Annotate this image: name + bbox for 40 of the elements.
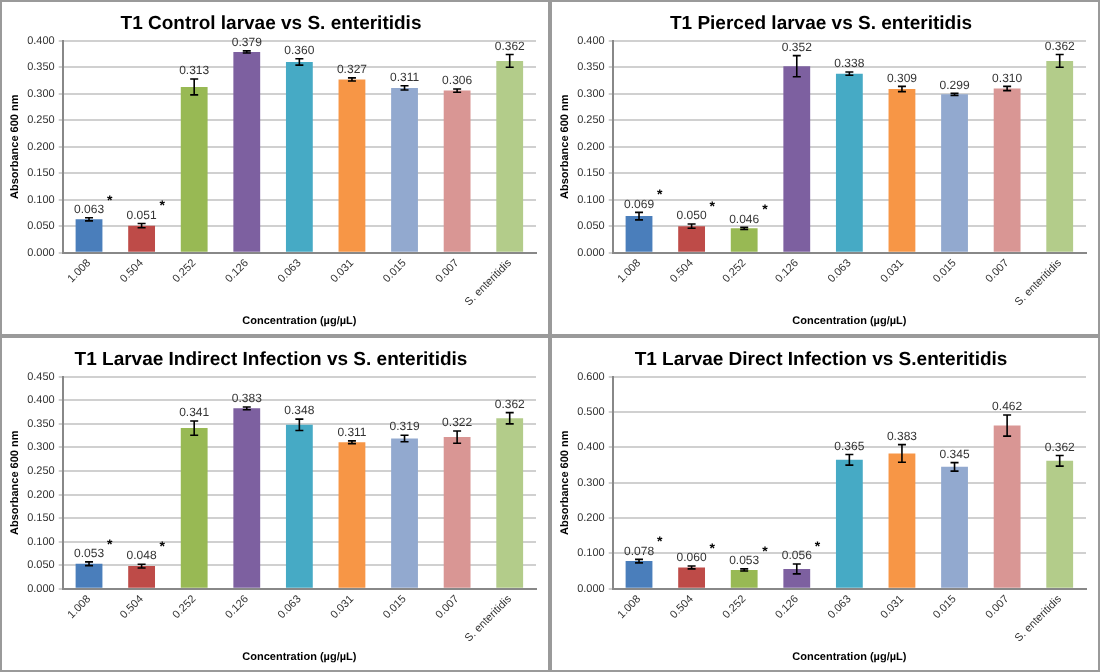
bar: [941, 466, 968, 588]
bar: [783, 568, 811, 588]
chart-title: T1 Larvae Direct Infection vs S.enteritidis: [634, 348, 1008, 371]
bar: [993, 88, 1021, 252]
bar: [730, 569, 758, 588]
bar: [338, 442, 366, 588]
bar: [730, 228, 758, 252]
bar: [993, 425, 1021, 588]
bar: [443, 90, 471, 252]
bar: [128, 566, 156, 588]
bar: [888, 453, 916, 588]
bar: [783, 66, 811, 252]
bar: [233, 408, 261, 588]
bar: [128, 225, 156, 252]
bar: [678, 567, 706, 588]
bar: [180, 428, 208, 588]
bar: [75, 219, 103, 252]
bar: [443, 437, 471, 588]
bar: [678, 226, 706, 252]
bar: [285, 424, 313, 588]
bar: [625, 216, 653, 252]
bar: [338, 79, 366, 252]
bar: [496, 60, 524, 252]
chart-title: T1 Larvae Indirect Infection vs S. enteritidis: [74, 348, 468, 371]
chart-title: T1 Pierced larvae vs S. enteritidis: [669, 12, 973, 35]
chart-title: T1 Control larvae vs S. enteritidis: [120, 12, 422, 35]
bar: [180, 86, 208, 252]
bar: [888, 89, 916, 252]
bar: [1046, 460, 1074, 588]
bar: [75, 563, 103, 588]
bar: [391, 87, 418, 252]
bar: [941, 94, 968, 252]
bar: [625, 561, 653, 588]
bar: [285, 61, 313, 252]
bar: [835, 459, 863, 588]
bar: [835, 73, 863, 252]
bar: [1046, 60, 1074, 252]
bar: [391, 438, 418, 588]
bar: [496, 418, 524, 588]
bar: [233, 51, 261, 252]
